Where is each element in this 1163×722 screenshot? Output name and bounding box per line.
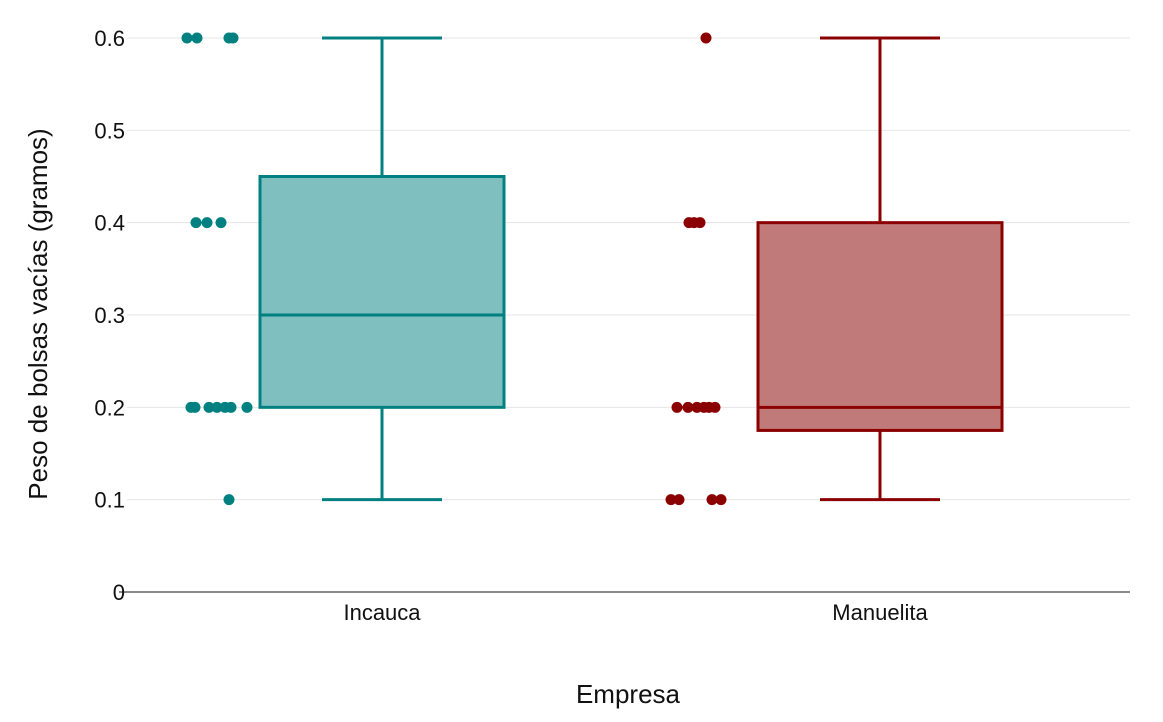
- data-point: [241, 401, 253, 413]
- x-tick-label: Manuelita: [832, 600, 928, 625]
- y-tick-label: 0.2: [94, 395, 125, 420]
- data-point: [709, 401, 721, 413]
- data-point: [227, 32, 239, 44]
- data-point: [189, 401, 201, 413]
- y-tick-label: 0.3: [94, 303, 125, 328]
- boxes: [258, 36, 1004, 502]
- box-incauca: [258, 175, 506, 409]
- y-tick-label: 0.4: [94, 211, 125, 236]
- y-tick-label: 0.1: [94, 488, 125, 513]
- data-point: [203, 401, 215, 413]
- y-axis-title: Peso de bolsas vacías (gramos): [23, 128, 53, 499]
- data-point: [181, 32, 193, 44]
- box-manuelita: [756, 221, 1004, 432]
- data-point: [191, 32, 203, 44]
- data-point: [715, 494, 727, 506]
- data-point: [225, 401, 237, 413]
- data-point: [215, 217, 227, 229]
- x-tick-label: Incauca: [343, 600, 421, 625]
- y-tick-label: 0: [113, 580, 125, 605]
- y-tick-label: 0.6: [94, 26, 125, 51]
- data-point: [665, 494, 677, 506]
- data-point: [671, 401, 683, 413]
- y-tick-label: 0.5: [94, 118, 125, 143]
- data-point: [223, 494, 235, 506]
- data-point: [190, 217, 202, 229]
- data-point: [682, 401, 694, 413]
- x-axis-title: Empresa: [576, 679, 681, 709]
- data-point: [706, 494, 718, 506]
- data-point: [700, 32, 712, 44]
- axes: 0 0.1 0.2 0.3 0.4 0.5 0.6 Incauca Manuelita: [94, 26, 1130, 625]
- data-point: [201, 217, 213, 229]
- data-point: [211, 401, 223, 413]
- data-point: [694, 217, 706, 229]
- data-points: [181, 32, 727, 506]
- data-point: [673, 494, 685, 506]
